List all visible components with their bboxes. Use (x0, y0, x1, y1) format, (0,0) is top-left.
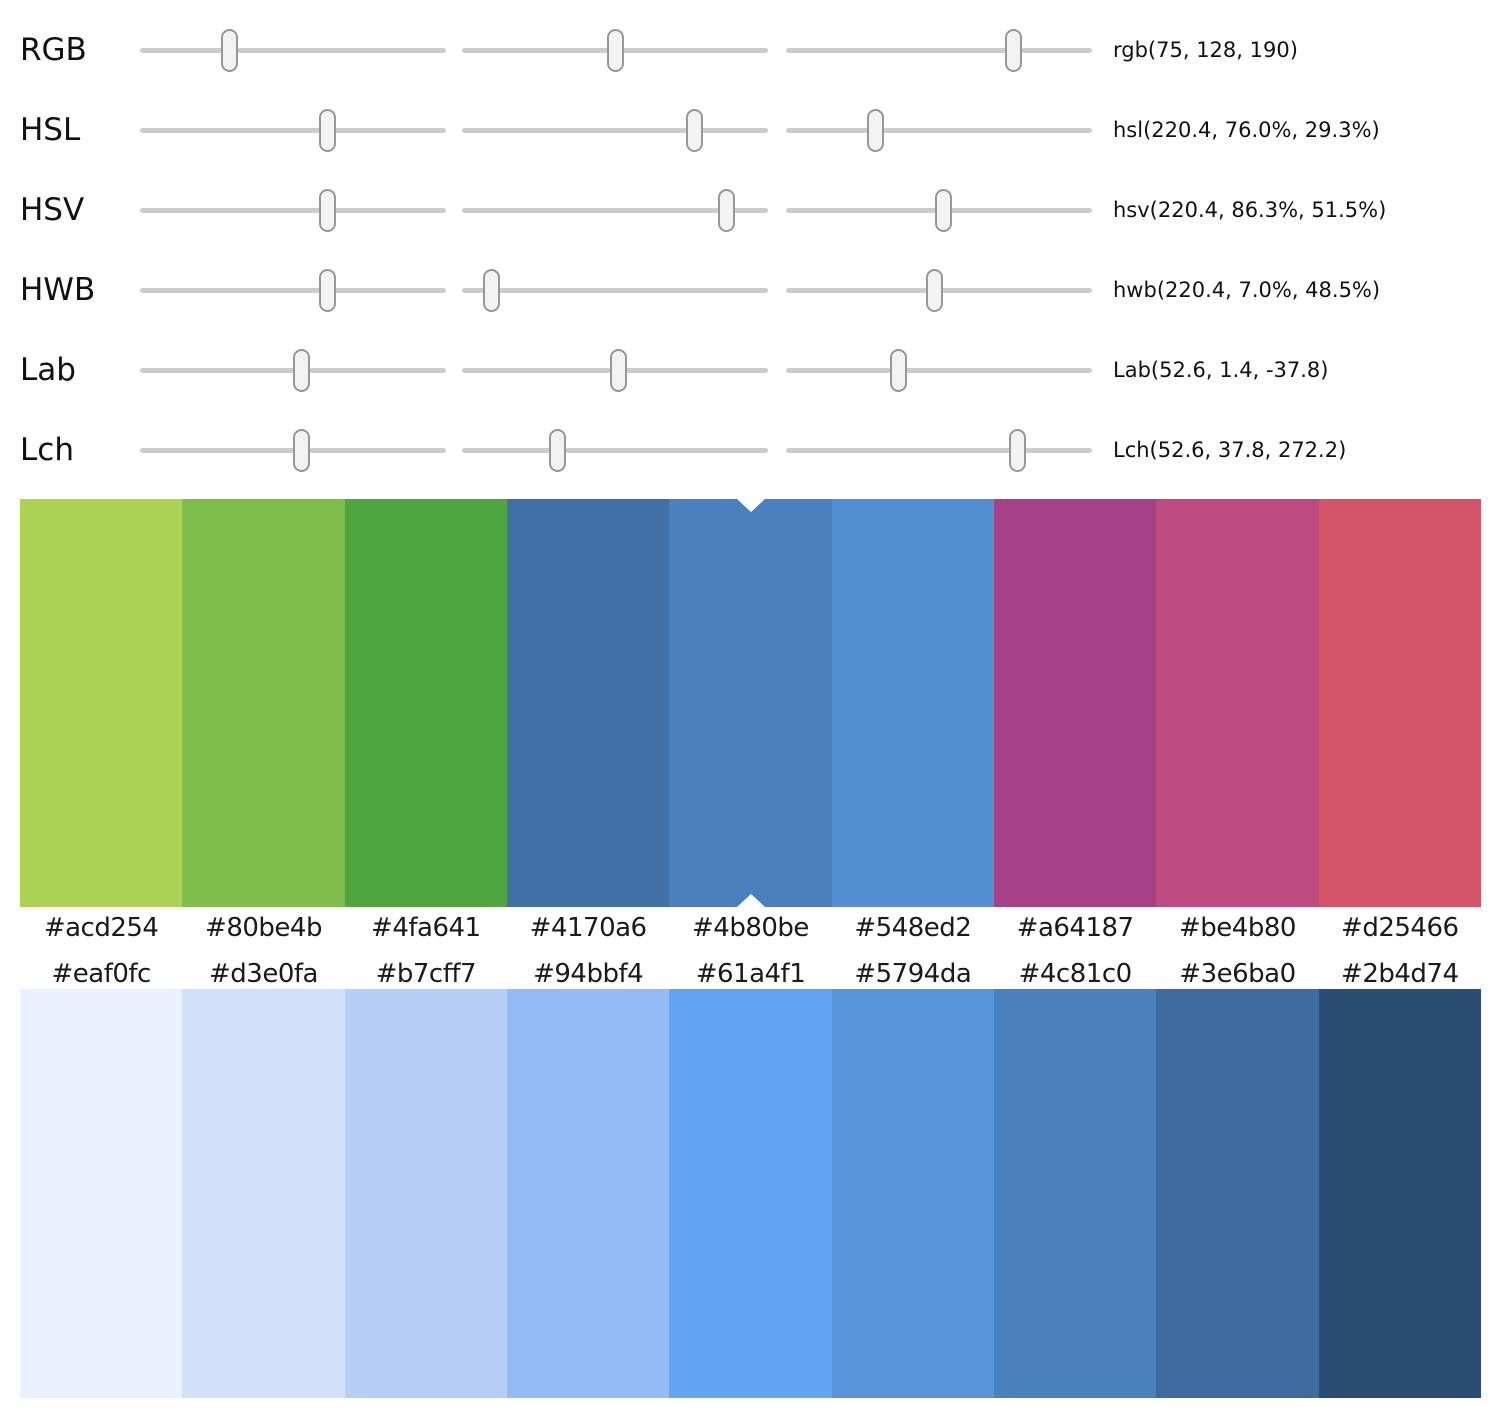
swatch-hex-label: #be4b80 (1179, 913, 1296, 943)
swatch-hex-label: #b7cff7 (375, 959, 477, 989)
rgb-slider-track-2[interactable] (462, 28, 768, 72)
hsl-slider-thumb-2[interactable] (686, 108, 704, 152)
palette-swatch[interactable] (20, 989, 183, 1398)
palette-swatch[interactable] (182, 989, 345, 1398)
hsl-slider-thumb-1[interactable] (318, 108, 336, 152)
palette-swatch[interactable] (1318, 989, 1481, 1398)
rgb-slider-thumb-2[interactable] (607, 28, 625, 72)
swatch-hex-label: #4170a6 (529, 913, 647, 943)
rgb-slider-thumb-3[interactable] (1005, 28, 1023, 72)
lch-slider-track-2[interactable] (462, 428, 768, 472)
palette-swatch[interactable] (182, 499, 345, 907)
rgb-slider-track-3[interactable] (786, 28, 1092, 72)
rgb-value-label: rgb(75, 128, 190) (1113, 38, 1298, 62)
hsv-slider-track-2[interactable] (462, 188, 768, 232)
lab-model-label: Lab (20, 352, 76, 388)
palette-swatch[interactable] (1156, 989, 1319, 1398)
swatch-hex-label: #d3e0fa (209, 959, 318, 989)
swatch-hex-label: #80be4b (205, 913, 322, 943)
lch-value-label: Lch(52.6, 37.8, 272.2) (1113, 438, 1347, 462)
swatch-hex-label: #4b80be (692, 913, 809, 943)
palette-swatch[interactable] (506, 989, 670, 1398)
palette-swatch[interactable] (344, 989, 507, 1398)
lch-slider-thumb-2[interactable] (549, 428, 567, 472)
palette-swatch[interactable] (993, 499, 1157, 907)
hsl-model-label: HSL (20, 112, 81, 148)
lab-value-label: Lab(52.6, 1.4, -37.8) (1113, 358, 1329, 382)
hsv-slider-thumb-1[interactable] (318, 188, 336, 232)
palette-swatch[interactable] (831, 499, 994, 907)
hwb-model-label: HWB (20, 272, 96, 308)
hsv-model-label: HSV (20, 192, 85, 228)
lch-slider-track-3[interactable] (786, 428, 1092, 472)
hsl-slider-row: HSL hsl(220.4, 76.0%, 29.3%) (0, 90, 1501, 170)
lab-slider-track-2[interactable] (462, 348, 768, 392)
rgb-slider-thumb-1[interactable] (221, 28, 239, 72)
hsv-slider-row: HSV hsv(220.4, 86.3%, 51.5%) (0, 170, 1501, 250)
swatch-hex-label: #4c81c0 (1018, 959, 1133, 989)
lch-slider-row: Lch Lch(52.6, 37.8, 272.2) (0, 410, 1501, 490)
swatch-hex-label: #acd254 (43, 913, 159, 943)
hwb-slider-row: HWB hwb(220.4, 7.0%, 48.5%) (0, 250, 1501, 330)
selection-marker-bottom-icon (736, 894, 765, 907)
hsl-slider-track-3[interactable] (786, 108, 1092, 152)
rgb-slider-track-1[interactable] (140, 28, 446, 72)
lch-model-label: Lch (20, 432, 74, 468)
hwb-slider-thumb-2[interactable] (482, 268, 500, 312)
lab-slider-row: Lab Lab(52.6, 1.4, -37.8) (0, 330, 1501, 410)
rgb-slider-row: RGB rgb(75, 128, 190) (0, 10, 1501, 90)
hwb-slider-track-1[interactable] (140, 268, 446, 312)
hwb-slider-track-2[interactable] (462, 268, 768, 312)
lab-slider-thumb-1[interactable] (292, 348, 310, 392)
swatch-hex-label: #548ed2 (854, 913, 972, 943)
swatch-hex-label: #4fa641 (371, 913, 481, 943)
lightness-palette (20, 989, 1481, 1398)
lightness-palette-hex-labels: #eaf0fc #d3e0fa #b7cff7 #94bbf4 #61a4f1 #5794… (20, 953, 1481, 995)
swatch-hex-label: #eaf0fc (51, 959, 151, 989)
hsv-slider-track-3[interactable] (786, 188, 1092, 232)
palette-swatch[interactable] (20, 499, 183, 907)
swatch-hex-label: #94bbf4 (533, 959, 644, 989)
hue-palette-hex-labels: #acd254 #80be4b #4fa641 #4170a6 #4b80be #548e… (20, 907, 1481, 949)
swatch-hex-label: #2b4d74 (1341, 959, 1459, 989)
palette-swatch[interactable] (831, 989, 994, 1398)
selection-marker-top-icon (736, 499, 765, 512)
palette-swatch[interactable] (993, 989, 1157, 1398)
lch-slider-thumb-1[interactable] (292, 428, 310, 472)
lab-slider-thumb-2[interactable] (610, 348, 628, 392)
hsv-value-label: hsv(220.4, 86.3%, 51.5%) (1113, 198, 1387, 222)
swatch-hex-label: #61a4f1 (695, 959, 806, 989)
palette-swatch[interactable] (669, 989, 832, 1398)
palette-swatch[interactable] (669, 499, 832, 907)
palette-swatch[interactable] (506, 499, 670, 907)
palette-swatch[interactable] (344, 499, 507, 907)
hsl-slider-track-1[interactable] (140, 108, 446, 152)
hsl-slider-track-2[interactable] (462, 108, 768, 152)
hwb-slider-thumb-1[interactable] (318, 268, 336, 312)
hsv-slider-track-1[interactable] (140, 188, 446, 232)
hwb-slider-thumb-3[interactable] (925, 268, 943, 312)
swatch-hex-label: #d25466 (1341, 913, 1459, 943)
lab-slider-track-3[interactable] (786, 348, 1092, 392)
lch-slider-thumb-3[interactable] (1008, 428, 1026, 472)
swatch-hex-label: #a64187 (1016, 913, 1134, 943)
lch-slider-track-1[interactable] (140, 428, 446, 472)
swatch-hex-label: #5794da (854, 959, 972, 989)
palette-swatch[interactable] (1156, 499, 1319, 907)
hsl-value-label: hsl(220.4, 76.0%, 29.3%) (1113, 118, 1380, 142)
palette-swatch[interactable] (1318, 499, 1481, 907)
hsv-slider-thumb-2[interactable] (717, 188, 735, 232)
hue-palette (20, 499, 1481, 907)
hsl-slider-thumb-3[interactable] (867, 108, 885, 152)
lab-slider-thumb-3[interactable] (889, 348, 907, 392)
hsv-slider-thumb-3[interactable] (935, 188, 953, 232)
rgb-model-label: RGB (20, 32, 87, 68)
hwb-slider-track-3[interactable] (786, 268, 1092, 312)
hwb-value-label: hwb(220.4, 7.0%, 48.5%) (1113, 278, 1381, 302)
lab-slider-track-1[interactable] (140, 348, 446, 392)
swatch-hex-label: #3e6ba0 (1179, 959, 1296, 989)
